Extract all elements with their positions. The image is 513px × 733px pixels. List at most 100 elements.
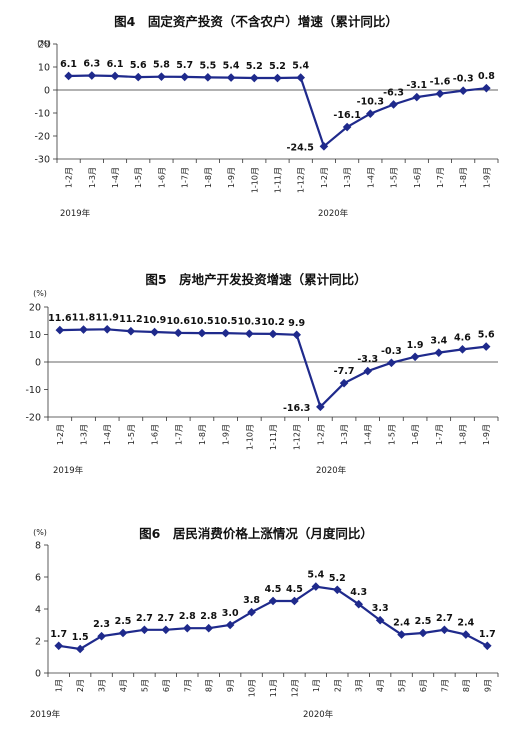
y-tick-label: 0 — [44, 86, 50, 97]
data-point — [247, 607, 256, 617]
x-tick-label: 7月 — [183, 679, 192, 692]
x-tick-label: 1-9月 — [482, 167, 491, 188]
chart-6: 图6 居民消费价格上涨情况（月度同比） (%) 8 6 4 2 0 1月 2月 3月 4月 5月 6月 7… — [30, 526, 499, 720]
data-point — [182, 623, 192, 633]
x-tick-label: 1-5月 — [387, 424, 396, 445]
x-tick-label: 1-3月 — [88, 167, 97, 188]
x-tick-label: 1-3月 — [80, 424, 89, 445]
data-point — [440, 625, 449, 635]
x-tick-label: 1-11月 — [269, 424, 278, 450]
data-label: -16.1 — [333, 110, 360, 121]
data-point — [316, 402, 325, 412]
y-tick-label: 4 — [35, 605, 41, 616]
data-label: -3.3 — [357, 354, 378, 365]
data-point — [97, 631, 106, 641]
data-point — [375, 615, 385, 625]
x-tick-label: 1-4月 — [366, 167, 375, 188]
x-tick-label: 1-10月 — [245, 424, 254, 450]
data-label: 2.8 — [179, 611, 196, 622]
data-label: 4.5 — [265, 584, 282, 595]
x-tick-label: 1-8月 — [198, 424, 207, 445]
data-point — [482, 83, 491, 93]
year-label: 2020年 — [318, 208, 349, 219]
y-tick-label: 8 — [35, 541, 41, 552]
data-label: 3.4 — [430, 336, 447, 347]
x-tick-label: 1-4月 — [103, 424, 112, 445]
x-tick-label: 12月 — [290, 679, 299, 697]
x-tick-label: 1-12月 — [293, 424, 302, 450]
data-label: 1.5 — [72, 632, 89, 643]
data-point — [249, 73, 259, 83]
x-tick-label: 1-11月 — [274, 167, 283, 193]
data-point — [418, 628, 428, 638]
y-tick-label: -30 — [34, 155, 50, 166]
y-tick-label: 10 — [29, 330, 41, 341]
y-tick-label: -10 — [34, 109, 50, 120]
y-tick-label: -10 — [25, 385, 41, 396]
x-tick-label: 8月 — [462, 679, 471, 692]
data-point — [133, 72, 143, 82]
y-tick-label: 6 — [35, 573, 41, 584]
data-point — [161, 625, 171, 635]
data-point — [363, 366, 373, 376]
year-label: 2019年 — [30, 709, 61, 720]
data-label: 3.3 — [372, 603, 389, 614]
x-tick-label: 9月 — [483, 679, 492, 692]
data-point — [412, 92, 422, 102]
chart-5: 图5 房地产开发投资增速（累计同比） (%) 20 10 0 -10 -20 1-2月 1-3月… — [25, 272, 499, 476]
data-point — [458, 345, 467, 354]
data-point — [482, 641, 492, 651]
data-label: 2.7 — [136, 613, 153, 624]
data-label: -6.3 — [383, 87, 404, 98]
y-tick-label: 20 — [38, 40, 50, 51]
x-tick-label: 4月 — [376, 679, 385, 692]
data-point — [54, 641, 64, 651]
data-point — [226, 73, 236, 82]
data-label: 2.5 — [415, 616, 432, 627]
x-tick-label: 10月 — [248, 679, 257, 697]
x-tick-label: 6月 — [419, 679, 428, 692]
data-point — [79, 325, 88, 334]
data-point — [118, 628, 128, 638]
x-tick-label: 1-7月 — [181, 167, 190, 188]
chart-title: 图6 居民消费价格上涨情况（月度同比） — [139, 526, 373, 541]
x-tick-label: 1-4月 — [111, 167, 120, 188]
y-axis-unit: (%) — [33, 528, 47, 537]
y-axis-unit: (%) — [33, 289, 47, 298]
chart-title: 图4 固定资产投资（不含农户）增速（累计同比） — [114, 14, 398, 29]
x-tick-label: 1-6月 — [411, 424, 420, 445]
data-point — [481, 342, 491, 351]
data-point — [342, 122, 352, 132]
data-label: 6.1 — [107, 59, 124, 70]
data-point — [268, 596, 278, 606]
data-label: 5.5 — [199, 60, 216, 71]
data-label: 11.6 — [48, 313, 72, 324]
data-label: 3.0 — [222, 608, 239, 619]
data-label: -0.3 — [381, 346, 402, 357]
x-tick-label: 1月 — [55, 679, 64, 692]
data-label: 5.4 — [292, 61, 309, 72]
data-point — [110, 71, 120, 81]
x-tick-label: 1-5月 — [390, 167, 399, 188]
data-label: 2.7 — [157, 613, 174, 624]
data-label: 0.8 — [478, 71, 495, 82]
data-point — [397, 630, 406, 639]
year-label: 2019年 — [53, 465, 84, 476]
data-label: 5.7 — [176, 60, 193, 71]
data-point — [354, 599, 364, 609]
x-tick-label: 1-8月 — [204, 167, 213, 188]
chart-4: 图4 固定资产投资（不含农户）增速（累计同比） (%)20 10 0 -10 -20 -30… — [34, 14, 499, 219]
data-label: 1.7 — [479, 629, 496, 640]
x-tick-label: 1-2月 — [56, 424, 65, 445]
x-tick-label: 2月 — [76, 679, 85, 692]
x-tick-label: 2月 — [333, 679, 342, 692]
x-tick-label: 1-8月 — [458, 424, 467, 445]
data-label: 2.5 — [115, 616, 132, 627]
y-tick-label: 0 — [35, 669, 41, 680]
data-label: 1.7 — [50, 629, 67, 640]
x-tick-label: 1-7月 — [174, 424, 183, 445]
data-point — [150, 327, 159, 337]
data-point — [55, 325, 65, 335]
